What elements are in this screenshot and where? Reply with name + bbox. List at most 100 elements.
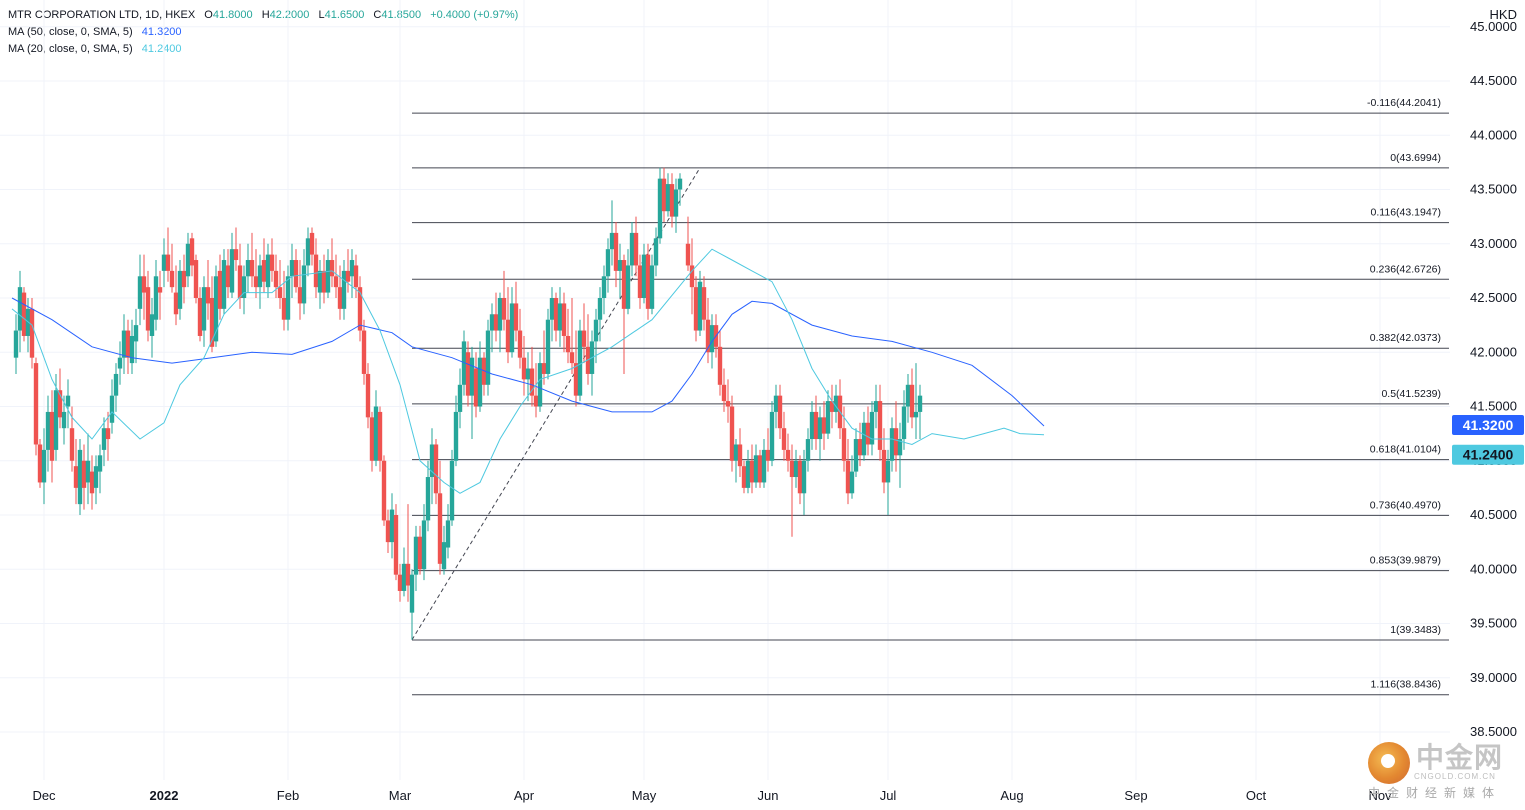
candle-down[interactable]	[621, 254, 627, 374]
candle-down[interactable]	[369, 411, 375, 472]
candle-down[interactable]	[281, 270, 287, 331]
candle-up[interactable]	[605, 238, 611, 293]
candle-up[interactable]	[53, 373, 59, 461]
candle-up[interactable]	[905, 373, 911, 423]
candle-down[interactable]	[345, 249, 351, 293]
candle-up[interactable]	[769, 401, 775, 467]
candle-up[interactable]	[549, 287, 555, 342]
candle-up[interactable]	[201, 276, 207, 347]
candle-up[interactable]	[861, 411, 867, 461]
candle-up[interactable]	[213, 265, 219, 347]
candle-down[interactable]	[381, 455, 387, 526]
candle-up[interactable]	[413, 525, 419, 591]
candle-up[interactable]	[221, 249, 227, 315]
candle-down[interactable]	[501, 270, 507, 331]
candle-down[interactable]	[757, 449, 763, 488]
candle-up[interactable]	[133, 308, 139, 364]
candle-up[interactable]	[869, 401, 875, 456]
candle-down[interactable]	[517, 308, 523, 369]
candle-down[interactable]	[893, 401, 899, 472]
candle-up[interactable]	[325, 249, 331, 298]
candle-down[interactable]	[269, 238, 275, 282]
candle-up[interactable]	[825, 390, 831, 440]
candle-down[interactable]	[105, 411, 111, 461]
candle-down[interactable]	[225, 249, 231, 298]
candle-down[interactable]	[309, 227, 315, 266]
candle-down[interactable]	[585, 314, 591, 385]
candle-down[interactable]	[473, 352, 479, 418]
candle-up[interactable]	[129, 319, 135, 374]
candle-up[interactable]	[761, 439, 767, 488]
candle-down[interactable]	[613, 222, 619, 288]
candle-up[interactable]	[489, 303, 495, 353]
candle-up[interactable]	[601, 265, 607, 315]
candle-down[interactable]	[181, 254, 187, 304]
candle-up[interactable]	[901, 390, 907, 450]
candle-up[interactable]	[441, 525, 447, 575]
candle-down[interactable]	[725, 379, 731, 423]
legend-ma20-row[interactable]: MA (20, close, 0, SMA, 5) 41.2400	[8, 41, 518, 58]
candle-up[interactable]	[457, 368, 463, 429]
candle-down[interactable]	[193, 254, 199, 304]
candle-down[interactable]	[81, 444, 87, 510]
candle-up[interactable]	[597, 287, 603, 342]
candle-up[interactable]	[177, 260, 183, 320]
candle-down[interactable]	[821, 401, 827, 450]
candle-up[interactable]	[117, 341, 123, 385]
candle-down[interactable]	[33, 357, 39, 456]
candle-up[interactable]	[497, 292, 503, 353]
candle-down[interactable]	[205, 260, 211, 320]
legend-ma50-row[interactable]: MA (50, close, 0, SMA, 5) 41.3200	[8, 24, 518, 41]
candle-up[interactable]	[305, 227, 311, 277]
candle-up[interactable]	[149, 298, 155, 358]
candle-up[interactable]	[593, 308, 599, 364]
candle-down[interactable]	[173, 265, 179, 326]
candle-down[interactable]	[49, 390, 55, 483]
candle-up[interactable]	[97, 444, 103, 494]
candle-up[interactable]	[617, 243, 623, 298]
candle-up[interactable]	[289, 243, 295, 298]
candle-up[interactable]	[805, 428, 811, 472]
candle-up[interactable]	[577, 319, 583, 402]
candle-up[interactable]	[657, 167, 663, 244]
candle-down[interactable]	[353, 254, 359, 298]
candle-up[interactable]	[649, 254, 655, 315]
candle-down[interactable]	[561, 292, 567, 353]
candle-down[interactable]	[729, 395, 735, 472]
candle-up[interactable]	[85, 433, 91, 505]
candle-down[interactable]	[765, 428, 771, 472]
candle-down[interactable]	[669, 173, 675, 228]
candle-down[interactable]	[57, 368, 63, 429]
candle-down[interactable]	[513, 281, 519, 342]
candle-down[interactable]	[813, 395, 819, 450]
candle-up[interactable]	[153, 260, 159, 331]
candle-up[interactable]	[265, 243, 271, 298]
candle-down[interactable]	[277, 260, 283, 309]
candle-down[interactable]	[685, 216, 691, 271]
candle-up[interactable]	[349, 249, 355, 298]
candle-up[interactable]	[41, 428, 47, 505]
candle-down[interactable]	[313, 238, 319, 298]
candle-up[interactable]	[629, 222, 635, 277]
candle-down[interactable]	[565, 308, 571, 364]
candle-down[interactable]	[233, 227, 239, 271]
candle-up[interactable]	[745, 449, 751, 494]
candle-up[interactable]	[697, 270, 703, 336]
candle-up[interactable]	[93, 455, 99, 505]
candle-up[interactable]	[101, 417, 107, 467]
candle-up[interactable]	[509, 287, 515, 358]
candle-up[interactable]	[113, 363, 119, 412]
candle-up[interactable]	[589, 330, 595, 396]
candle-down[interactable]	[845, 439, 851, 505]
candle-up[interactable]	[453, 395, 459, 467]
candle-up[interactable]	[317, 260, 323, 309]
candle-down[interactable]	[293, 249, 299, 293]
candle-down[interactable]	[581, 303, 587, 364]
candle-up[interactable]	[445, 504, 451, 559]
candle-down[interactable]	[777, 384, 783, 440]
candle-up[interactable]	[389, 493, 395, 559]
candle-down[interactable]	[197, 287, 203, 342]
candle-down[interactable]	[493, 292, 499, 342]
candle-up[interactable]	[469, 346, 475, 440]
